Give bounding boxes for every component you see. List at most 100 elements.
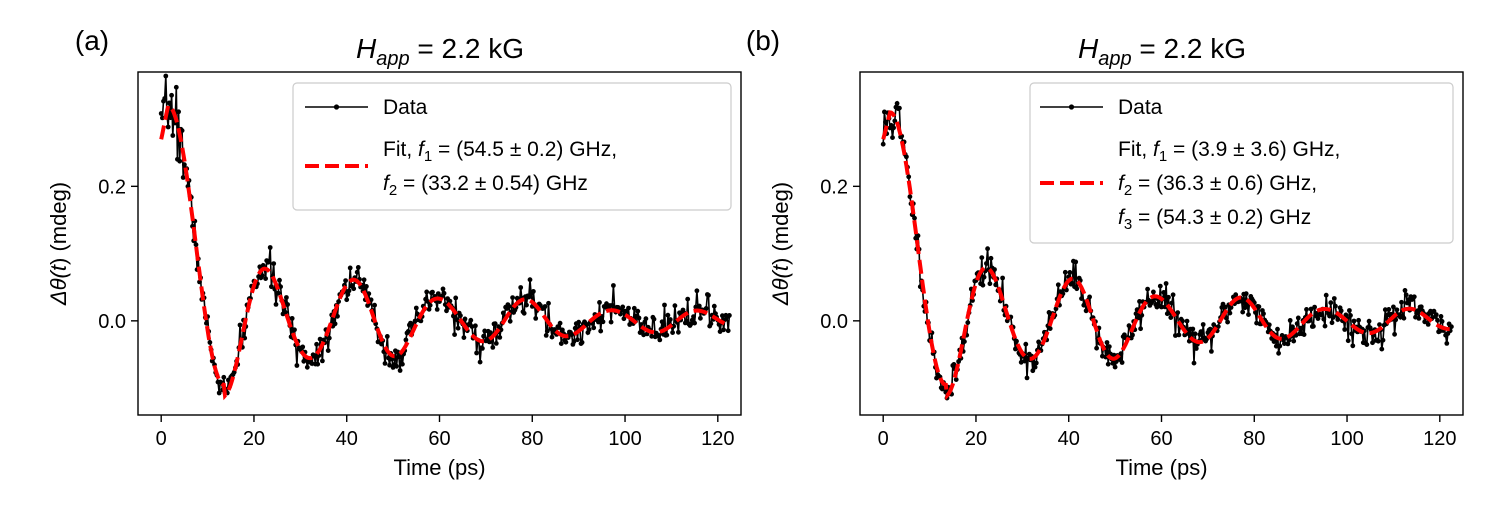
data-point [556,325,562,330]
data-point [441,290,447,296]
data-point [1321,316,1327,322]
data-point [635,308,641,314]
panel-a: 0 20 40 60 80 100 120 0.0 0.2 Time (ps) Δθ(t) (mde… [46,25,742,480]
data-point [692,320,697,326]
data-point [1312,304,1317,310]
data-point [1275,326,1280,332]
data-point [1277,343,1283,349]
legend-box [1029,82,1454,244]
legend: Data Fit, f1 = (54.5 ± 0.2) GHz, f2 = (33.… [292,82,732,211]
data-point [518,285,524,290]
data-point [1135,315,1141,321]
data-point [444,308,449,314]
data-point [1074,286,1080,292]
x-tick-label: 80 [521,428,543,450]
data-point [384,334,390,339]
data-point [1145,286,1150,292]
data-point [166,100,172,106]
data-point [482,328,488,334]
data-point [430,289,435,295]
legend-label-fit-line: f3 = (54.3 ± 0.2) GHz [1118,206,1311,233]
data-point [1301,332,1307,337]
fit-line [881,110,1452,401]
data-point [721,327,726,333]
data-point [1168,315,1174,320]
data-point [461,335,467,340]
data-point [586,327,592,332]
data-point [1104,340,1110,345]
data-point [544,328,550,334]
panel-label: (b) [746,25,780,56]
data-point [1207,326,1213,332]
data-point [1322,323,1328,329]
legend-label-data: Data [1118,96,1163,119]
data-point [169,92,175,98]
x-tick-label: 120 [701,428,734,450]
data-point [649,333,655,339]
data-point [442,302,448,307]
data-point [266,259,272,265]
data-point [1175,310,1181,315]
data-point [1411,294,1417,300]
data-point [1159,304,1164,310]
data-point [659,319,665,325]
data-point [533,316,539,321]
data-point [1079,296,1084,301]
y-tick-label: 0.0 [820,311,848,333]
data-point [897,105,902,111]
data-point [1356,317,1361,323]
data-point [1391,304,1396,310]
data-point [1133,311,1139,317]
data-point [176,109,182,115]
data-point [269,284,274,290]
data-point [1366,318,1372,324]
data-point [906,174,912,180]
data-point [1286,337,1292,343]
data-point [992,267,997,272]
data-point [275,290,281,296]
data-point [1271,339,1277,344]
data-point [1087,294,1092,300]
data-point [708,321,714,327]
data-point [354,269,360,275]
data-point [336,299,341,304]
data-point [1243,291,1249,297]
data-point [664,332,670,338]
data-point [1073,259,1079,265]
data-point [267,245,273,250]
x-tick-label: 60 [1150,428,1172,450]
legend-label-fit-line: f2 = (36.3 ± 0.6) GHz, [1118,172,1317,199]
data-point [452,332,457,337]
data-point [880,141,886,147]
data-point [177,158,183,164]
data-point [1331,296,1337,301]
legend-label-fit-line: f2 = (33.2 ± 0.54) GHz [383,172,588,199]
data-point [1192,331,1198,337]
data-point [1392,331,1397,337]
data-point [993,282,999,288]
data-point [1399,299,1404,305]
x-tick-label: 60 [428,428,450,450]
data-point [643,316,649,322]
data-point [1227,310,1233,316]
data-point [1055,282,1061,288]
data-point [970,298,975,303]
data-point [1240,309,1246,315]
data-point [282,309,288,315]
data-point [600,319,606,325]
data-point [1166,294,1171,300]
data-point [163,73,169,79]
data-point [672,303,678,309]
data-point [1138,326,1143,332]
data-point [1415,308,1421,313]
data-point [1433,312,1439,318]
data-point [1382,307,1388,313]
data-point [626,305,631,311]
data-point [345,292,351,297]
data-point [1438,314,1444,319]
data-point [985,246,990,252]
data-point [725,328,731,334]
data-point [1200,322,1206,327]
data-point [162,96,168,101]
data-point [453,295,459,301]
